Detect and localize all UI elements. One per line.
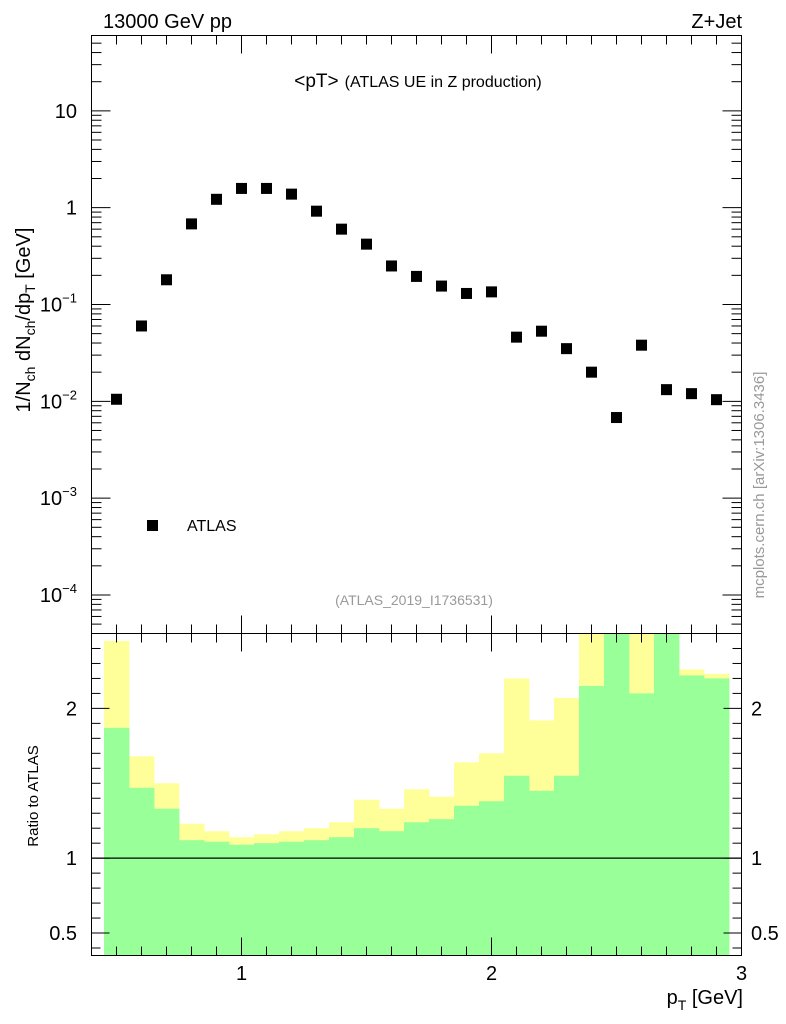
stat-band-bin [254,843,280,956]
stat-band-bin [554,775,580,956]
data-point [136,320,147,332]
data-point [261,182,272,194]
ratio-y-tick-label: 1 [66,848,77,870]
side-label: mcplots.cern.ch [arXiv:1306.3436] [751,372,768,599]
stat-band-bin [229,844,255,956]
header-left-label: 13000 GeV pp [103,11,232,33]
y-tick-label: 10−3 [40,484,77,510]
stat-band-bin [454,805,480,956]
data-point [361,238,372,250]
data-point [511,331,522,343]
ratio-panel-frame [91,633,742,956]
stat-band-bin [504,775,530,956]
stat-band-bin [329,837,355,956]
stat-band-bin [579,685,605,956]
data-point [461,287,472,299]
data-point [186,218,197,230]
stat-band-bin [529,790,555,956]
data-point [386,260,397,272]
data-point [111,393,122,405]
data-point [286,188,297,200]
data-point [486,286,497,298]
ratio-y-tick-label-right: 2 [751,698,762,720]
x-axis-label: pT [GeV] [667,987,743,1013]
stat-band-bin [679,675,705,956]
plot-title: <pT> (ATLAS UE in Z production) [294,71,541,92]
ratio-y-tick-label-right: 0.5 [751,923,779,945]
data-point [711,394,722,406]
data-point [411,270,422,282]
x-tick-label: 3 [736,963,747,985]
stat-band-bin [154,808,180,956]
axis-ticks [91,35,742,956]
y-tick-label: 10−1 [40,290,77,316]
main-panel-frame [91,35,742,634]
stat-band-bin [404,822,430,956]
data-point [436,280,447,292]
stat-band-bin [654,633,680,956]
stat-band-bin [129,787,155,956]
ratio-y-tick-label: 2 [66,698,77,720]
y-axis-label-main: 1/Nch dNch/dpT [GeV] [13,228,38,413]
stat-band-bin [479,801,505,956]
stat-band-bin [629,693,655,956]
stat-band-bin [204,841,230,956]
data-markers [111,182,722,424]
data-point [161,274,172,286]
data-point [586,366,597,378]
data-point [536,325,547,337]
stat-band-bin [354,828,380,956]
ratio-y-tick-label: 0.5 [49,923,77,945]
data-point [611,412,622,424]
data-point [311,205,322,217]
stat-band-bin [304,840,330,956]
stat-band-bin [604,633,630,956]
y-tick-label: 1 [66,198,77,220]
data-point [686,388,697,400]
ratio-bands [104,633,730,956]
ratio-y-tick-label-right: 1 [751,848,762,870]
y-tick-label: 10 [55,101,77,123]
data-point [661,384,672,396]
data-point [561,343,572,355]
legend-label: ATLAS [187,518,237,535]
data-point [211,193,222,205]
stat-band-bin [179,840,205,956]
analysis-id: (ATLAS_2019_I1736531) [335,592,493,608]
header-right-label: Z+Jet [691,11,742,33]
data-point [336,223,347,235]
x-tick-label: 2 [486,963,497,985]
y-tick-label: 10−4 [40,581,77,607]
x-tick-label: 1 [236,963,247,985]
stat-band-bin [704,678,730,956]
stat-band-bin [104,727,130,956]
data-point [636,339,647,351]
data-point [236,182,247,194]
legend-marker [147,520,158,531]
y-tick-label: 10−2 [40,387,77,413]
stat-band-bin [379,831,405,956]
stat-band-bin [279,841,305,956]
stat-band-bin [429,819,455,956]
y-axis-label-ratio: Ratio to ATLAS [25,745,42,846]
